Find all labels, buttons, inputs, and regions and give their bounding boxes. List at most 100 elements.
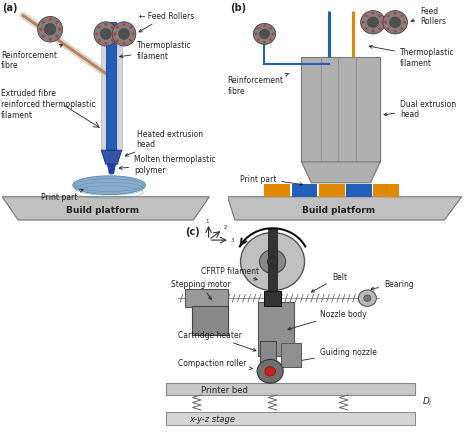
- Circle shape: [123, 24, 126, 27]
- Text: Stepping motor: Stepping motor: [171, 279, 230, 300]
- FancyBboxPatch shape: [319, 184, 345, 197]
- Circle shape: [100, 29, 111, 40]
- FancyBboxPatch shape: [166, 383, 415, 395]
- Circle shape: [111, 40, 114, 43]
- Circle shape: [378, 15, 381, 18]
- Text: 2: 2: [223, 225, 227, 230]
- Text: x-y-z stage: x-y-z stage: [190, 414, 236, 423]
- Circle shape: [267, 257, 278, 267]
- FancyBboxPatch shape: [346, 184, 372, 197]
- Circle shape: [37, 18, 63, 43]
- Ellipse shape: [73, 177, 146, 195]
- Circle shape: [254, 25, 275, 45]
- FancyBboxPatch shape: [373, 184, 399, 197]
- Circle shape: [365, 15, 368, 18]
- Text: Belt: Belt: [311, 272, 347, 293]
- Text: Cartridge heater: Cartridge heater: [178, 331, 256, 351]
- Ellipse shape: [109, 171, 114, 175]
- Circle shape: [104, 43, 107, 46]
- Circle shape: [42, 35, 45, 39]
- Circle shape: [364, 295, 371, 302]
- Circle shape: [123, 43, 126, 46]
- Circle shape: [383, 11, 408, 35]
- Circle shape: [384, 22, 387, 25]
- Circle shape: [55, 35, 58, 39]
- FancyBboxPatch shape: [264, 184, 291, 197]
- Circle shape: [240, 233, 304, 291]
- Circle shape: [114, 33, 117, 36]
- Text: ← Feed Rollers: ← Feed Rollers: [139, 12, 194, 33]
- Circle shape: [263, 42, 266, 44]
- Text: 3: 3: [230, 238, 234, 243]
- Text: Reinforcement
fibre: Reinforcement fibre: [228, 74, 289, 95]
- Circle shape: [45, 25, 55, 36]
- FancyBboxPatch shape: [106, 23, 116, 151]
- Circle shape: [401, 15, 403, 18]
- Circle shape: [55, 21, 58, 25]
- Circle shape: [393, 31, 397, 34]
- Text: (a): (a): [2, 4, 18, 14]
- Text: Print part: Print part: [41, 190, 83, 202]
- Circle shape: [116, 27, 119, 30]
- Circle shape: [42, 21, 45, 25]
- Circle shape: [116, 40, 119, 43]
- Circle shape: [387, 15, 390, 18]
- FancyBboxPatch shape: [258, 303, 294, 357]
- Circle shape: [255, 34, 257, 36]
- Circle shape: [112, 23, 136, 47]
- Circle shape: [111, 27, 114, 30]
- Circle shape: [39, 28, 42, 32]
- Circle shape: [367, 18, 378, 28]
- Circle shape: [98, 40, 100, 43]
- Text: Heated extrusion
head: Heated extrusion head: [125, 130, 203, 157]
- FancyBboxPatch shape: [292, 184, 318, 197]
- Text: Feed
Rollers: Feed Rollers: [411, 7, 446, 26]
- Circle shape: [263, 25, 266, 28]
- Polygon shape: [101, 151, 122, 165]
- Text: Printer bed: Printer bed: [201, 385, 248, 394]
- Text: Thermoplastic
filament: Thermoplastic filament: [369, 46, 455, 68]
- Text: Print part: Print part: [240, 174, 303, 186]
- Text: Nozzle body: Nozzle body: [288, 309, 367, 330]
- Circle shape: [132, 33, 135, 36]
- Circle shape: [48, 19, 52, 22]
- Text: Reinforcement
fibre: Reinforcement fibre: [1, 46, 63, 70]
- Text: Compaction roller: Compaction roller: [178, 358, 252, 370]
- Circle shape: [269, 28, 272, 30]
- Circle shape: [358, 290, 376, 307]
- Circle shape: [113, 33, 116, 36]
- Circle shape: [372, 13, 374, 16]
- Polygon shape: [301, 162, 380, 184]
- Circle shape: [401, 28, 403, 31]
- Text: Extruded fibre
reinforced thermoplastic
filament: Extruded fibre reinforced thermoplastic …: [1, 89, 96, 120]
- Circle shape: [257, 39, 260, 42]
- Circle shape: [365, 28, 368, 31]
- Circle shape: [94, 23, 118, 47]
- Circle shape: [118, 29, 129, 40]
- Polygon shape: [108, 165, 116, 173]
- Text: (c): (c): [185, 226, 200, 237]
- FancyBboxPatch shape: [281, 343, 301, 367]
- Circle shape: [403, 22, 406, 25]
- Text: Build platform: Build platform: [66, 205, 139, 215]
- Circle shape: [381, 22, 384, 25]
- Circle shape: [104, 24, 107, 27]
- FancyBboxPatch shape: [192, 306, 228, 335]
- Text: Dual extrusion
head: Dual extrusion head: [384, 99, 456, 119]
- Circle shape: [58, 28, 61, 32]
- Circle shape: [259, 30, 270, 39]
- Circle shape: [362, 22, 365, 25]
- Polygon shape: [2, 197, 210, 221]
- Text: Build platform: Build platform: [302, 205, 375, 215]
- FancyBboxPatch shape: [301, 58, 380, 162]
- Text: CFRTP filament: CFRTP filament: [201, 266, 260, 280]
- Circle shape: [378, 28, 381, 31]
- FancyBboxPatch shape: [101, 46, 122, 151]
- FancyBboxPatch shape: [268, 230, 277, 294]
- Text: Bearing: Bearing: [371, 279, 414, 290]
- Polygon shape: [228, 197, 462, 221]
- Circle shape: [265, 367, 275, 376]
- Text: Molten thermoplastic
polymer: Molten thermoplastic polymer: [119, 155, 216, 174]
- Circle shape: [48, 39, 52, 42]
- Circle shape: [257, 28, 260, 30]
